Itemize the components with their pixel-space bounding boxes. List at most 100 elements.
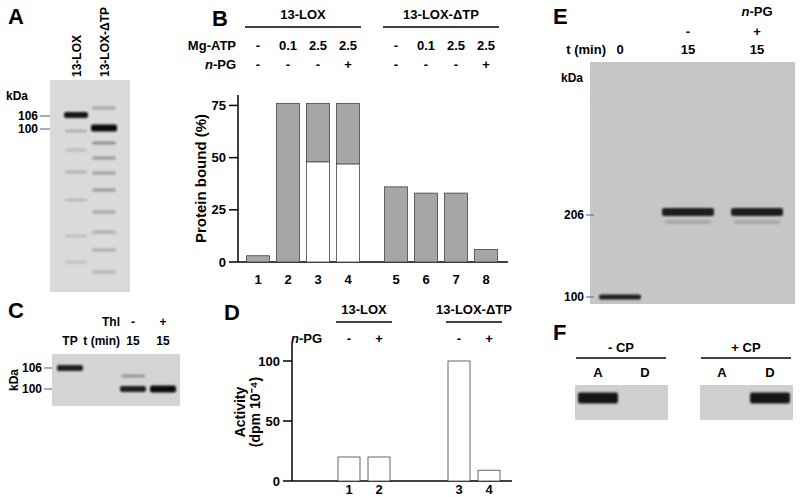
row-label: t (min): [566, 42, 606, 57]
marker-tick: [44, 388, 52, 389]
gel-image: [50, 80, 130, 292]
condition-label: Mg-ATP: [188, 38, 236, 53]
gel-image: [590, 62, 795, 304]
gel-band: [120, 386, 146, 392]
gel-band: [731, 208, 783, 216]
y-tick-label: 50: [212, 150, 226, 165]
marker-label: 100: [18, 122, 38, 136]
y-axis: [291, 343, 293, 481]
row-value: 15: [750, 42, 764, 57]
bar: [385, 187, 408, 262]
condition-value: -: [424, 57, 428, 72]
y-tick: [229, 209, 238, 211]
y-tick-label: 0: [273, 474, 280, 489]
y-tick: [229, 261, 238, 263]
group-label: 13-LOX-ΔTP: [436, 302, 512, 317]
gel-band: [92, 157, 116, 160]
y-tick-label: 100: [258, 354, 280, 369]
condition-value: 2.5: [447, 38, 465, 53]
gel-band: [750, 393, 790, 404]
condition-value: -: [286, 57, 290, 72]
panel-letter: B: [212, 6, 228, 31]
row-label: Thl: [102, 315, 120, 329]
condition-label: n-PG: [205, 57, 236, 72]
marker-label: 106: [18, 109, 38, 123]
row-value: 15: [681, 42, 695, 57]
group-label: + CP: [731, 340, 761, 355]
y-tick: [229, 157, 238, 159]
bars: [247, 103, 498, 262]
condition-value: +: [375, 331, 383, 346]
row-value: TP: [62, 334, 77, 348]
gel-band: [65, 199, 87, 202]
condition-value: 0.1: [279, 38, 297, 53]
gel-band: [92, 172, 116, 175]
x-tick-label: 5: [392, 272, 399, 287]
condition-value: +: [485, 331, 493, 346]
gel-band: [65, 261, 87, 264]
lane-label: D: [640, 365, 649, 380]
condition-value: 2.5: [339, 38, 357, 53]
label-rest: -PG: [213, 57, 236, 72]
gel-band: [92, 189, 116, 192]
label-italic-part: n: [205, 57, 213, 72]
gel-band: [734, 220, 780, 224]
gel-band: [64, 112, 88, 118]
condition-value: -: [256, 38, 260, 53]
lane-label: A: [717, 365, 727, 380]
condition-value: -: [256, 57, 260, 72]
x-tick-label: 7: [452, 272, 459, 287]
marker-label: 206: [564, 208, 584, 222]
condition-value: 2.5: [309, 38, 327, 53]
panel-letter: C: [8, 298, 24, 323]
condition-value: 0.1: [417, 38, 435, 53]
group-line: [576, 357, 666, 359]
marker-label: 100: [564, 290, 584, 304]
y-tick-label: 75: [212, 98, 226, 113]
x-tick-label: 2: [284, 272, 291, 287]
marker-tick: [586, 296, 594, 297]
row-value: +: [753, 24, 761, 39]
gel-band: [662, 208, 714, 216]
x-tick-label: 8: [482, 272, 489, 287]
bar: [368, 457, 390, 481]
y-axis-label: Protein bound (%): [192, 114, 209, 243]
x-tick-label: 4: [344, 272, 352, 287]
gel-band: [150, 386, 176, 393]
group-label: 13-LOX: [280, 7, 326, 22]
gel-band: [121, 375, 145, 378]
lane-label: 13-LOX-ΔTP: [98, 7, 112, 77]
condition-label: n-PG: [291, 331, 322, 346]
gel-band: [92, 142, 116, 145]
gel-band: [599, 295, 641, 300]
gel-band: [92, 211, 116, 214]
unit-label: kDa: [7, 369, 21, 391]
lane-label: D: [765, 365, 774, 380]
condition-value: -: [347, 331, 351, 346]
condition-value: -: [394, 38, 398, 53]
group-label: 13-LOX: [341, 302, 387, 317]
marker-tick: [586, 214, 594, 215]
bars: [338, 361, 500, 481]
condition-value: -: [316, 57, 320, 72]
row-value: 15: [156, 334, 170, 348]
y-tick: [283, 420, 292, 422]
gel-band: [91, 125, 117, 132]
bar: [338, 457, 360, 481]
bar: [337, 103, 360, 164]
condition-value: -: [454, 57, 458, 72]
y-tick-label: 0: [219, 255, 226, 270]
x-tick-label: 2: [375, 482, 382, 497]
row-label: n-PG: [741, 4, 772, 19]
unit-label: kDa: [561, 71, 583, 85]
x-tick-label: 6: [422, 272, 429, 287]
group-line: [336, 321, 392, 323]
group-line: [446, 321, 502, 323]
gel-band: [65, 171, 87, 174]
bar: [307, 103, 330, 161]
y-tick-label: 25: [212, 202, 226, 217]
bar: [277, 103, 300, 262]
panel-letter: E: [553, 4, 568, 29]
row-value: -: [686, 24, 690, 39]
condition-value: -: [394, 57, 398, 72]
